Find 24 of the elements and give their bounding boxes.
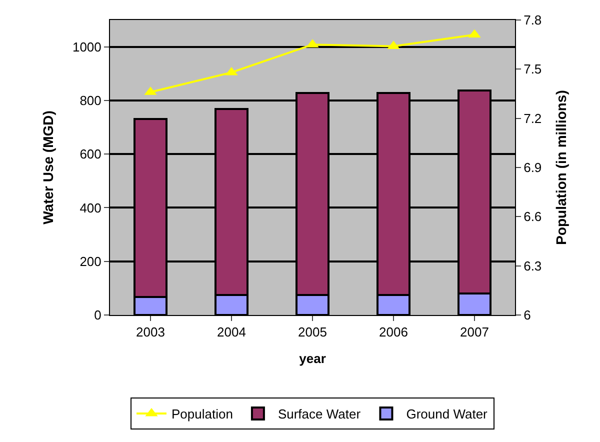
y2-tick-label: 6.6: [524, 209, 542, 224]
y2-axis-title: Population (in millions): [552, 90, 569, 245]
y2-tick-label: 6.9: [524, 160, 542, 176]
legend-label: Population: [172, 406, 233, 422]
y-tick-label: 400: [80, 200, 102, 216]
y-tick-label: 800: [80, 93, 102, 108]
y2-tick-label: 7.2: [524, 110, 542, 126]
y2-tick-label: 6: [524, 308, 531, 323]
legend-label: Ground Water: [406, 406, 488, 422]
legend-label: Surface Water: [278, 406, 362, 422]
y2-tick-label: 7.8: [524, 12, 542, 28]
x-tick-label: 2004: [217, 324, 246, 340]
y-axis-title: Water Use (MGD): [40, 110, 56, 224]
x-tick-label: 2005: [298, 324, 327, 340]
x-axis-title: year: [299, 351, 326, 366]
y2-tick-label: 7.5: [524, 62, 542, 77]
y-tick-label: 200: [80, 254, 102, 269]
y-tick-label: 0: [94, 308, 102, 323]
y2-tick-label: 6.3: [524, 258, 542, 274]
x-tick-label: 2007: [460, 324, 489, 340]
y-tick-label: 600: [80, 146, 102, 162]
y-tick-label: 1000: [72, 39, 102, 54]
x-tick-label: 2006: [379, 324, 408, 340]
x-tick-label: 2003: [136, 324, 165, 340]
